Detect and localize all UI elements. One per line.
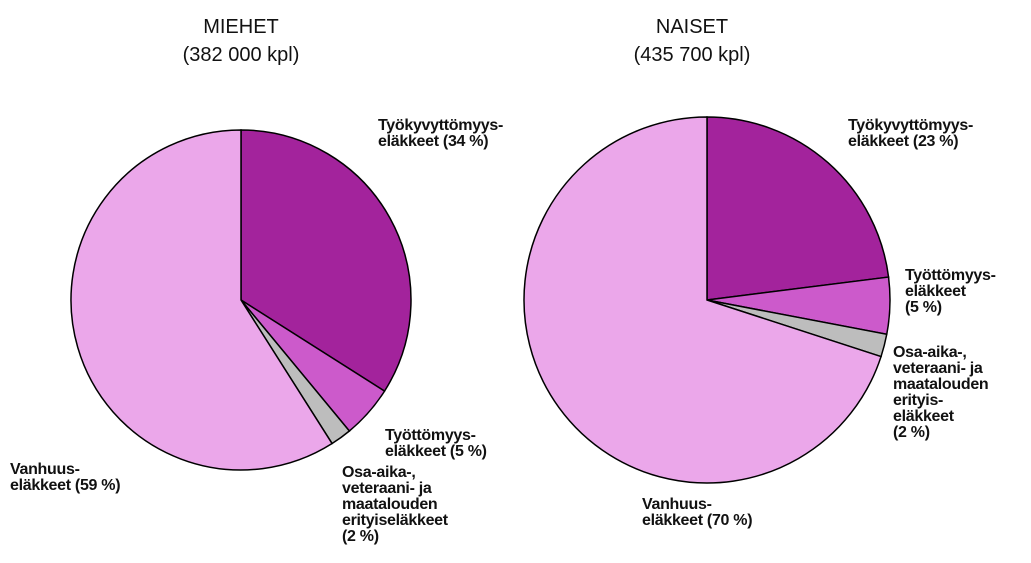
slice-label: Osa-aika-, veteraani- ja maatalouden eri… <box>342 465 448 545</box>
slice-category: Osa-aika-, veteraani- ja maatalouden eri… <box>893 344 989 425</box>
pie-slice <box>523 116 882 484</box>
slice-value-label: (59 %) <box>74 477 121 494</box>
slice-label: Työkyvyttömyys- eläkkeet (34 %) <box>378 118 503 150</box>
pie-slice <box>706 116 890 301</box>
slice-value-label: (34 %) <box>442 133 489 150</box>
slice-value-label: (5 %) <box>449 443 487 460</box>
chart-title: MIEHET <box>203 16 279 38</box>
chart-title: NAISET <box>655 16 729 38</box>
slice-value-label: (2 %) <box>342 528 379 545</box>
chart-subtitle: (382 000 kpl) <box>182 44 300 66</box>
slice-label: Vanhuus- eläkkeet (59 %) <box>10 461 121 494</box>
slice-category: Vanhuus- eläkkeet <box>642 496 712 529</box>
slice-category: Työttömyys- eläkkeet <box>385 427 476 460</box>
chart-subtitle: (435 700 kpl) <box>633 44 751 66</box>
slice-category: Työkyvyttömyys- eläkkeet <box>848 117 974 150</box>
slice-value-label: (70 %) <box>706 512 753 529</box>
slice-label: Työkyvyttömyys- eläkkeet (23 %) <box>848 118 973 150</box>
pie-slice <box>240 129 412 393</box>
pie-slice <box>70 129 334 471</box>
slice-category: Työkyvyttömyys- eläkkeet <box>378 117 504 150</box>
slice-category: Vanhuus- eläkkeet <box>10 461 80 494</box>
slice-label: Työttömyys- eläkkeet (5 %) <box>385 428 487 460</box>
slice-label: Työttömyys- eläkkeet (5 %) <box>905 268 996 316</box>
slice-value-label: (5 %) <box>905 299 942 316</box>
slice-category: Työttömyys- eläkkeet <box>905 267 996 300</box>
slice-value-label: (2 %) <box>893 424 930 441</box>
slice-value-label: (23 %) <box>912 133 959 150</box>
slice-label: Vanhuus- eläkkeet (70 %) <box>642 496 753 529</box>
slice-label: Osa-aika-, veteraani- ja maatalouden eri… <box>893 344 989 441</box>
slice-category: Osa-aika-, veteraani- ja maatalouden eri… <box>342 464 448 529</box>
